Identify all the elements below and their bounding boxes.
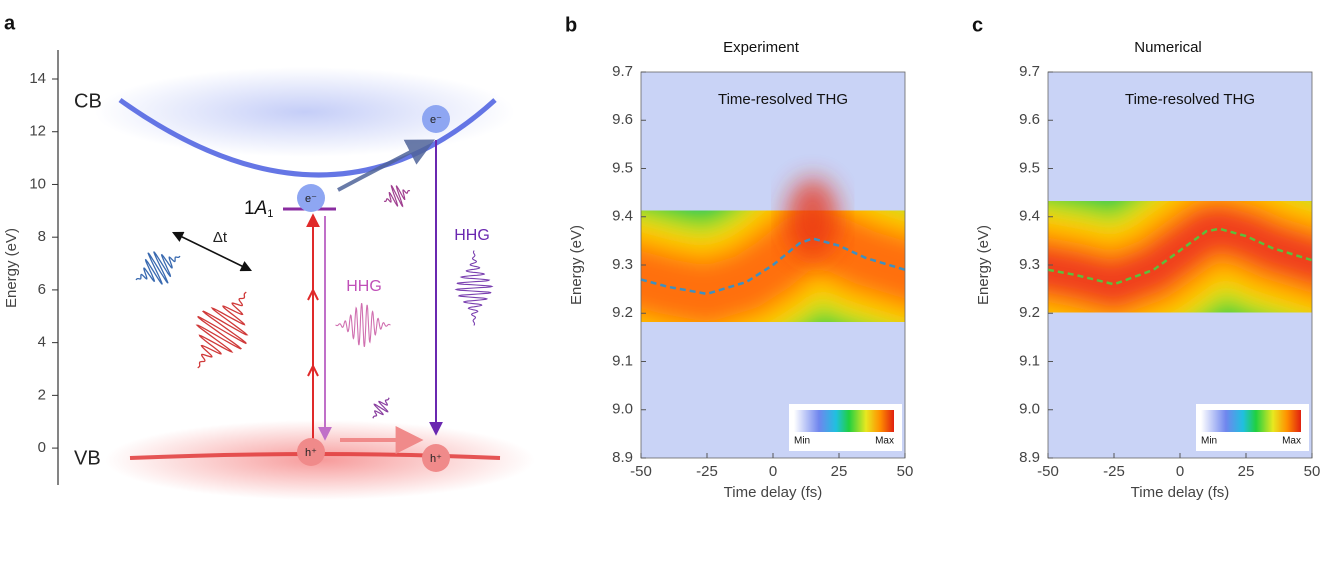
x-axis-label: Time delay (fs) <box>724 484 823 501</box>
y-tick-label: 9.0 <box>612 401 633 418</box>
y-tick-label: 9.7 <box>1019 63 1040 80</box>
x-tick-label: 25 <box>1238 463 1255 480</box>
electron <box>422 105 450 133</box>
y-tick-label: 12 <box>29 123 46 140</box>
x-tick-label: 0 <box>1176 463 1184 480</box>
y-tick-label: 4 <box>38 334 46 351</box>
state-label: 1A1 <box>244 198 273 220</box>
chart-title: Numerical <box>1134 39 1202 56</box>
x-tick-label: -50 <box>1037 463 1059 480</box>
y-tick-label: 9.7 <box>612 63 633 80</box>
chart-title: Experiment <box>723 39 800 56</box>
y-tick-label: 0 <box>38 439 46 456</box>
heatmap-peak <box>786 178 839 259</box>
delay-arrow <box>171 231 253 272</box>
x-axis-label: Time delay (fs) <box>1131 484 1230 501</box>
hole-label: h⁺ <box>430 453 442 465</box>
panel-label: c <box>972 14 983 36</box>
y-tick-label: 9.6 <box>1019 111 1040 128</box>
y-tick-label: 6 <box>38 281 46 298</box>
x-tick-label: -25 <box>696 463 718 480</box>
peak-line <box>640 237 906 296</box>
wave-packet <box>335 303 391 347</box>
hhg-label: HHG <box>346 278 382 295</box>
state-prefix: 1 <box>244 198 255 219</box>
cb-label: CB <box>74 90 102 112</box>
electron-label: e⁻ <box>430 114 442 126</box>
photon-arrowheads <box>307 287 319 377</box>
y-tick-label: 9.0 <box>1019 401 1040 418</box>
y-tick-label: 8 <box>38 228 46 245</box>
y-tick-label: 9.4 <box>1019 208 1040 225</box>
cb-glow <box>95 67 515 157</box>
panel-label: a <box>4 12 16 34</box>
electron-label: e⁻ <box>305 193 317 205</box>
heatmap-panel: 8.9 9.0 9.1 9.2 9.3 9.4 9.5 9.6 9.7 -50 -25 0 25 50 Ti… <box>972 14 1320 501</box>
transfer-arrow <box>337 139 435 192</box>
heatmap-panel: 8.9 9.0 9.1 9.2 9.3 9.4 9.5 9.6 9.7 -50 -25 0 25 50 Ti… <box>565 14 913 501</box>
y-tick-label: 2 <box>38 386 46 403</box>
wave-packet <box>372 397 390 419</box>
hole <box>422 444 450 472</box>
energy-diagram: a Energy (eV) CB VB 1A1 e⁻ e⁻ h⁺ h⁺ Δt H… <box>3 12 535 500</box>
x-tick-label: 50 <box>1304 463 1321 480</box>
y-axis-label: Energy (eV) <box>3 228 20 308</box>
annotation: Time-resolved THG <box>718 91 848 108</box>
panel-label: b <box>565 14 577 36</box>
x-tick-label: 50 <box>897 463 914 480</box>
y-tick-label: 9.2 <box>612 304 633 321</box>
colorbar-label: Min <box>1201 436 1217 447</box>
y-tick-label: 9.2 <box>1019 304 1040 321</box>
y-tick-label: 9.1 <box>612 352 633 369</box>
wave-packet <box>135 251 181 285</box>
y-tick-label: 14 <box>29 70 46 87</box>
heatmap-bands <box>1048 78 1312 435</box>
wave-packet <box>454 250 494 326</box>
y-axis-label: Energy (eV) <box>975 225 992 305</box>
colorbar-label: Max <box>1282 436 1301 447</box>
hhg-label: HHG <box>454 227 490 244</box>
y-tick-label: 8.9 <box>1019 449 1040 466</box>
y-tick-label: 9.5 <box>612 159 633 176</box>
electron <box>297 184 325 212</box>
y-tick-label: 8.9 <box>612 449 633 466</box>
heatmap <box>1048 72 1312 458</box>
x-tick-label: -25 <box>1103 463 1125 480</box>
state-letter: A <box>254 198 268 219</box>
x-tick-label: -50 <box>630 463 652 480</box>
wave-packet <box>383 184 411 208</box>
y-tick-label: 9.1 <box>1019 352 1040 369</box>
peak-line <box>1047 227 1313 286</box>
y-axis-label: Energy (eV) <box>568 225 585 305</box>
colorbar-label: Min <box>794 436 810 447</box>
vb-label: VB <box>74 447 101 469</box>
x-tick-label: 25 <box>831 463 848 480</box>
y-tick-label: 9.4 <box>612 208 633 225</box>
wave-packet <box>195 291 249 369</box>
hole <box>297 438 325 466</box>
annotation: Time-resolved THG <box>1125 91 1255 108</box>
y-tick-label: 9.3 <box>1019 256 1040 273</box>
heatmap-bands <box>641 88 905 444</box>
y-tick-label: 9.3 <box>612 256 633 273</box>
state-sub: 1 <box>267 208 273 220</box>
y-tick-label: 9.6 <box>612 111 633 128</box>
delay-label: Δt <box>213 229 228 246</box>
y-tick-label: 10 <box>29 175 46 192</box>
x-tick-label: 0 <box>769 463 777 480</box>
colorbar-label: Max <box>875 436 894 447</box>
y-tick-label: 9.5 <box>1019 159 1040 176</box>
colorbar <box>1201 410 1301 432</box>
conduction-band <box>118 97 497 178</box>
hole-label: h⁺ <box>305 447 317 459</box>
colorbar <box>794 410 894 432</box>
